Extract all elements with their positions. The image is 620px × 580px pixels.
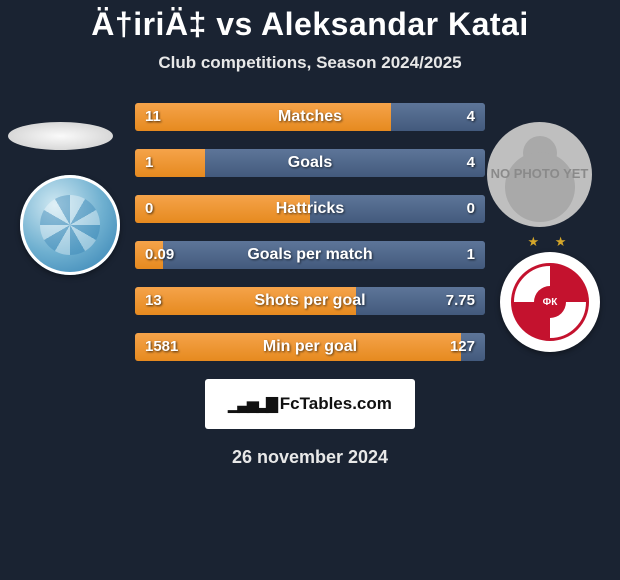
date-label: 26 november 2024 [0, 447, 620, 468]
page-title: Ä†iriÄ‡ vs Aleksandar Katai [0, 0, 620, 43]
subtitle: Club competitions, Season 2024/2025 [0, 53, 620, 73]
stat-label: Matches [135, 103, 485, 131]
chart-icon: ▁▃▅▂▇ [228, 395, 276, 413]
stat-label: Shots per goal [135, 287, 485, 315]
brand-badge[interactable]: ▁▃▅▂▇ FcTables.com [205, 379, 415, 429]
comparison-card: Ä†iriÄ‡ vs Aleksandar Katai Club competi… [0, 0, 620, 468]
stat-row: 14Goals [135, 149, 485, 177]
stat-label: Hattricks [135, 195, 485, 223]
brand-label: FcTables.com [280, 394, 392, 414]
stat-label: Goals per match [135, 241, 485, 269]
stat-row: 00Hattricks [135, 195, 485, 223]
stats-list: 114Matches 14Goals 00Hattricks 0.091Goals p… [0, 103, 620, 361]
no-photo-label: NO PHOTO YET [491, 167, 589, 181]
stat-row: 0.091Goals per match [135, 241, 485, 269]
stat-row: 137.75Shots per goal [135, 287, 485, 315]
stat-label: Goals [135, 149, 485, 177]
stat-row: 1581127Min per goal [135, 333, 485, 361]
stat-label: Min per goal [135, 333, 485, 361]
stat-row: 114Matches [135, 103, 485, 131]
